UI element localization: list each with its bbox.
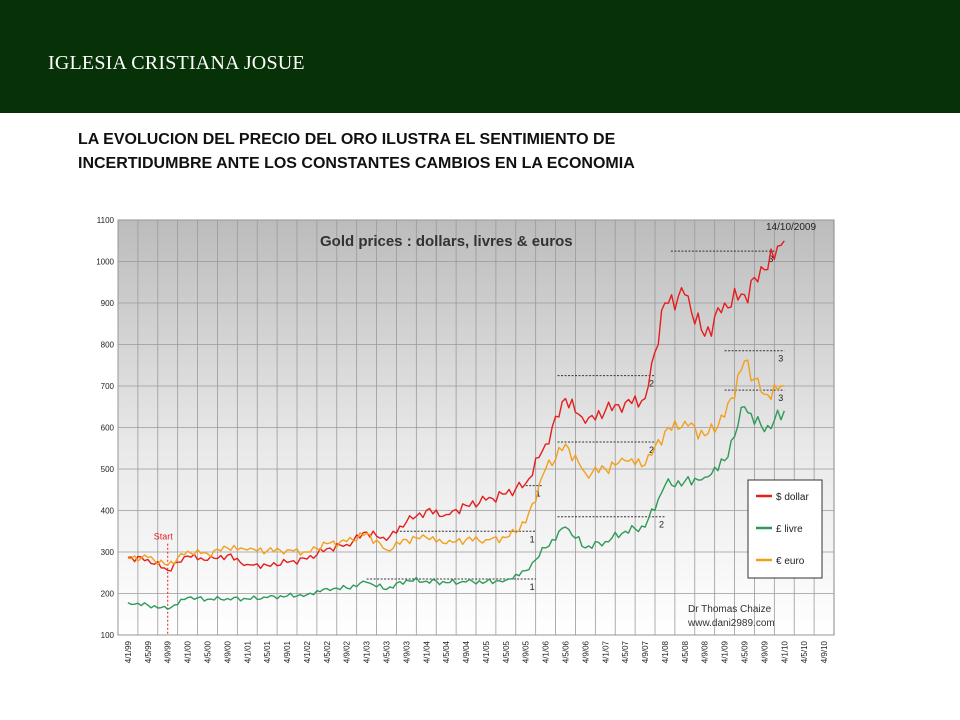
x-tick-label: 4/1/07 <box>601 640 610 663</box>
y-tick-label: 600 <box>101 424 115 433</box>
x-tick-label: 4/1/00 <box>184 640 193 663</box>
chart-date: 14/10/2009 <box>766 222 816 233</box>
x-tick-label: 4/5/04 <box>442 640 451 663</box>
x-tick-label: 4/5/99 <box>144 640 153 663</box>
heading-line-1: LA EVOLUCION DEL PRECIO DEL ORO ILUSTRA … <box>78 131 616 148</box>
reference-label: 1 <box>536 489 541 499</box>
x-tick-label: 4/9/03 <box>402 640 411 663</box>
x-tick-label: 4/1/01 <box>243 640 252 663</box>
x-tick-label: 4/1/03 <box>363 640 372 663</box>
x-tick-label: 4/1/04 <box>422 640 431 663</box>
x-tick-label: 4/1/02 <box>303 640 312 663</box>
x-tick-label: 4/5/00 <box>204 640 213 663</box>
credit-name: Dr Thomas Chaize <box>688 604 772 615</box>
x-tick-label: 4/5/03 <box>383 640 392 663</box>
x-tick-label: 4/5/01 <box>263 640 272 663</box>
x-tick-label: 4/9/05 <box>522 640 531 663</box>
y-tick-label: 300 <box>101 548 115 557</box>
legend-label: £ livre <box>776 524 803 535</box>
heading-line-2: INCERTIDUMBRE ANTE LOS CONSTANTES CAMBIO… <box>78 155 635 172</box>
y-tick-label: 900 <box>101 299 115 308</box>
x-tick-label: 4/5/06 <box>562 640 571 663</box>
x-tick-label: 4/5/02 <box>323 640 332 663</box>
x-tick-label: 4/9/06 <box>581 640 590 663</box>
reference-label: 2 <box>649 379 654 389</box>
gold-price-chart: 100 200 300 400 500 600 700 800 900 1000 1100 4/1/9… <box>90 212 842 682</box>
x-tick-label: 4/1/99 <box>124 640 133 663</box>
x-tick-label: 4/5/10 <box>800 640 809 663</box>
series-line <box>127 406 785 610</box>
reference-label: 2 <box>649 445 654 455</box>
slide-heading: LA EVOLUCION DEL PRECIO DEL ORO ILUSTRA … <box>78 128 898 176</box>
x-tick-label: 4/9/02 <box>343 640 352 663</box>
reference-label: 3 <box>778 393 783 403</box>
x-tick-label: 4/9/04 <box>462 640 471 663</box>
y-tick-label: 800 <box>101 341 115 350</box>
x-tick-label: 4/9/08 <box>701 640 710 663</box>
y-tick-label: 100 <box>101 631 115 640</box>
reference-label: 3 <box>768 254 773 264</box>
series-line <box>127 359 785 566</box>
legend: $ dollar £ livre € euro <box>747 479 823 579</box>
credit-url: www.dani2989.com <box>687 618 775 629</box>
y-tick-label: 1000 <box>96 258 114 267</box>
x-tick-label: 4/1/05 <box>482 640 491 663</box>
x-tick-label: 4/5/09 <box>741 640 750 663</box>
reference-label: 1 <box>530 582 535 592</box>
y-tick-label: 500 <box>101 465 115 474</box>
header-bar: IGLESIA CRISTIANA JOSUE <box>0 0 960 113</box>
series-line <box>127 240 785 572</box>
start-marker-label: Start <box>154 532 174 542</box>
x-tick-label: 4/1/06 <box>542 640 551 663</box>
x-tick-label: 4/9/09 <box>760 640 769 663</box>
reference-label: 3 <box>778 354 783 364</box>
x-tick-label: 4/9/10 <box>820 640 829 663</box>
y-tick-label: 200 <box>101 590 115 599</box>
x-tick-label: 4/9/07 <box>641 640 650 663</box>
x-tick-label: 4/5/07 <box>621 640 630 663</box>
chart-title: Gold prices : dollars, livres & euros <box>320 233 573 250</box>
legend-label: € euro <box>776 556 805 567</box>
x-tick-label: 4/1/08 <box>661 640 670 663</box>
header-title: IGLESIA CRISTIANA JOSUE <box>48 52 305 74</box>
x-tick-label: 4/1/10 <box>780 640 789 663</box>
y-tick-label: 400 <box>101 507 115 516</box>
x-tick-label: 4/5/05 <box>502 640 511 663</box>
chart-svg: 100 200 300 400 500 600 700 800 900 1000 1100 4/1/9… <box>90 212 842 682</box>
reference-label: 1 <box>530 534 535 544</box>
x-tick-label: 4/9/99 <box>164 640 173 663</box>
legend-label: $ dollar <box>776 492 809 503</box>
x-tick-label: 4/9/00 <box>223 640 232 663</box>
x-tick-label: 4/5/08 <box>681 640 690 663</box>
y-tick-label: 1100 <box>97 216 115 225</box>
y-tick-label: 700 <box>101 382 115 391</box>
reference-label: 2 <box>659 520 664 530</box>
x-tick-label: 4/1/09 <box>721 640 730 663</box>
x-tick-label: 4/9/01 <box>283 640 292 663</box>
